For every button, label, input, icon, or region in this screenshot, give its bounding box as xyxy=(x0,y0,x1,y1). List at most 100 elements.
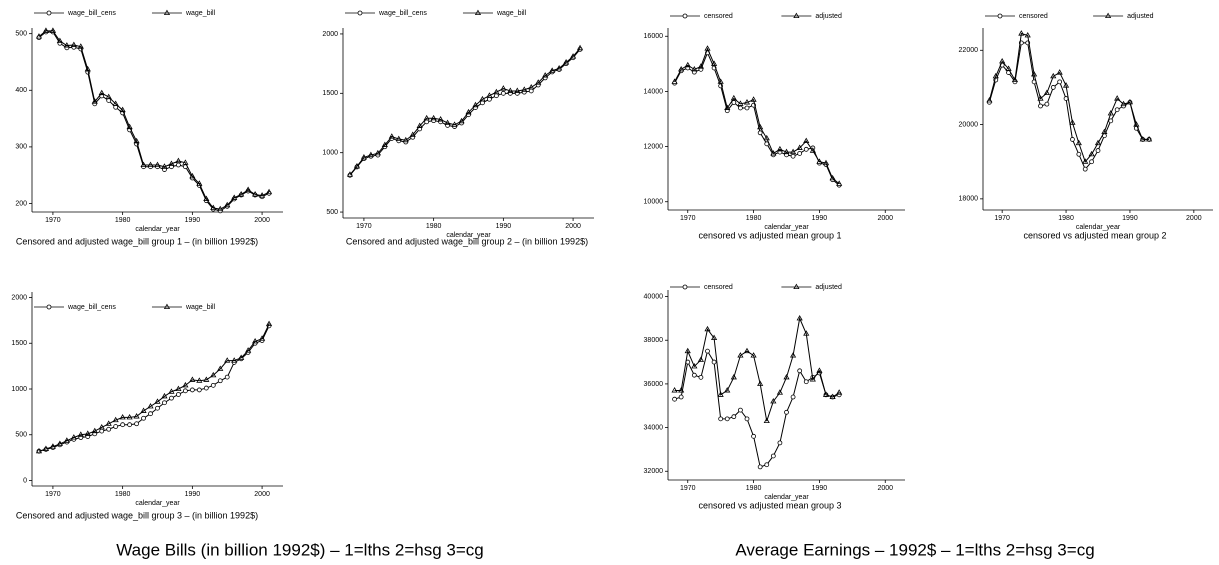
data-point xyxy=(803,146,809,152)
data-point xyxy=(1011,76,1019,82)
data-point xyxy=(258,335,266,341)
data-point xyxy=(521,89,527,95)
data-point xyxy=(776,389,784,395)
legend-label: censored xyxy=(704,13,733,20)
data-point xyxy=(542,72,549,78)
data-point xyxy=(154,161,161,168)
data-point xyxy=(147,402,154,409)
data-point xyxy=(133,413,140,419)
data-point xyxy=(63,437,70,443)
series-line xyxy=(38,325,270,452)
data-point xyxy=(430,114,437,121)
data-point xyxy=(737,100,744,106)
x-axis-label: calendar_year xyxy=(1076,224,1121,231)
x-axis-label: calendar_year xyxy=(135,226,180,233)
data-point xyxy=(217,205,224,212)
data-point xyxy=(1018,30,1025,36)
data-point xyxy=(836,180,843,186)
data-point xyxy=(569,53,577,59)
data-point xyxy=(1126,98,1134,105)
data-point xyxy=(528,83,535,90)
data-point xyxy=(1088,150,1095,157)
data-point xyxy=(126,123,133,130)
data-point xyxy=(797,151,803,156)
y-tick-label: 32000 xyxy=(644,468,664,475)
data-point xyxy=(265,320,273,327)
data-point xyxy=(203,385,209,391)
data-point xyxy=(1089,159,1095,165)
data-point xyxy=(161,163,168,169)
y-tick-label: 1000 xyxy=(11,386,27,393)
data-point xyxy=(182,381,189,388)
data-point xyxy=(744,416,750,422)
data-point xyxy=(763,417,770,424)
legend-marker xyxy=(357,10,363,16)
x-tick-label: 1970 xyxy=(45,217,61,224)
data-point xyxy=(678,387,685,393)
data-point xyxy=(1050,85,1056,90)
data-point xyxy=(64,45,70,51)
legend-marker xyxy=(1105,12,1112,18)
x-tick-label: 1990 xyxy=(185,491,201,498)
series-line xyxy=(38,323,270,452)
data-point xyxy=(224,201,231,208)
data-point xyxy=(528,88,534,94)
data-point xyxy=(999,58,1006,64)
x-tick-label: 1970 xyxy=(356,223,372,230)
legend-label: wage_bill_cens xyxy=(67,10,116,17)
series-line xyxy=(674,316,840,422)
chart-caption: Censored and adjusted wage_bill group 2 … xyxy=(346,236,588,246)
data-point xyxy=(127,422,133,428)
group-title: Wage Bills (in billion 1992$) – 1=lths 2… xyxy=(116,540,483,559)
data-point xyxy=(367,151,374,158)
data-point xyxy=(252,191,259,197)
group-title: Average Earnings – 1992$ – 1=lths 2=hsg … xyxy=(735,540,1094,559)
data-point xyxy=(710,334,718,341)
x-axis-label: calendar_year xyxy=(764,224,809,231)
data-point xyxy=(1005,65,1012,71)
data-point xyxy=(731,100,737,105)
data-point xyxy=(189,376,196,382)
data-point xyxy=(168,160,175,166)
data-point xyxy=(691,363,698,369)
legend-marker xyxy=(46,304,52,310)
data-point xyxy=(710,60,718,66)
data-point xyxy=(809,147,816,153)
data-point xyxy=(549,67,556,73)
data-point xyxy=(1107,110,1114,116)
data-point xyxy=(751,433,756,439)
data-point xyxy=(98,89,105,96)
data-point xyxy=(77,431,84,437)
legend-label: wage_bill_cens xyxy=(67,304,116,311)
data-point xyxy=(465,108,472,115)
data-point xyxy=(743,347,751,354)
data-point xyxy=(738,105,743,111)
data-point xyxy=(119,106,126,113)
data-point xyxy=(224,357,231,363)
data-point xyxy=(154,398,161,404)
data-point xyxy=(112,416,119,423)
y-tick-label: 16000 xyxy=(644,33,664,40)
legend-label: wage_bill xyxy=(185,10,216,17)
data-point xyxy=(678,65,685,72)
y-tick-label: 300 xyxy=(15,144,27,151)
data-point xyxy=(770,150,777,156)
data-point xyxy=(224,374,230,380)
data-point xyxy=(803,137,810,144)
data-point xyxy=(147,161,154,168)
data-point xyxy=(120,422,126,428)
data-point xyxy=(176,392,181,397)
data-point xyxy=(84,430,91,436)
data-point xyxy=(245,347,252,353)
data-point xyxy=(757,123,764,130)
data-point xyxy=(1063,96,1069,101)
data-point xyxy=(757,464,763,470)
x-axis-label: calendar_year xyxy=(446,232,491,239)
data-point xyxy=(829,174,836,181)
y-tick-label: 2000 xyxy=(11,294,27,301)
data-point xyxy=(777,440,783,446)
x-tick-label: 2000 xyxy=(1186,215,1202,222)
data-point xyxy=(141,415,146,421)
x-axis-label: calendar_year xyxy=(764,494,809,501)
data-point xyxy=(704,45,711,51)
